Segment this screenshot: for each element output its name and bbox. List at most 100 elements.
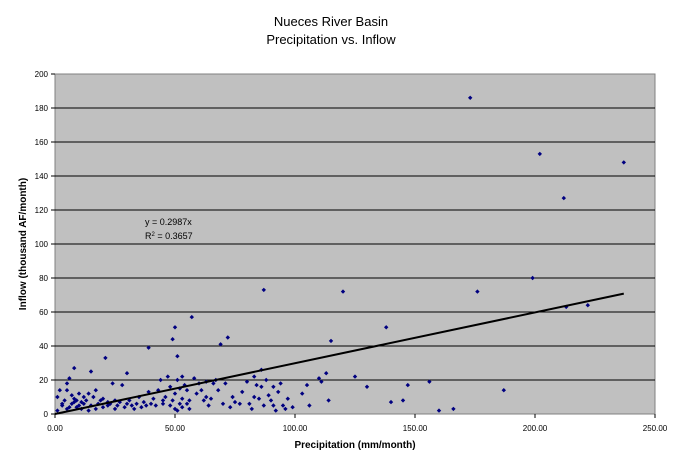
y-axis-label: Inflow (thousand AF/month): [18, 178, 29, 310]
data-point: [244, 379, 250, 384]
y-tick-label: 20: [39, 376, 48, 385]
y-tick-label: 0: [44, 410, 49, 419]
y-tick-label: 80: [39, 274, 48, 283]
data-point: [151, 396, 156, 401]
chart-title-line-2: Precipitation vs. Inflow: [266, 32, 396, 47]
data-point: [168, 384, 173, 389]
data-point: [124, 401, 130, 406]
data-point: [451, 406, 456, 412]
data-point: [324, 371, 329, 376]
data-point: [256, 396, 262, 401]
trendline-r-squared: R2 = 0.3657: [145, 231, 193, 241]
chart-title-line-1: Nueces River Basin: [274, 14, 388, 29]
data-point: [146, 345, 151, 350]
data-point: [300, 391, 305, 396]
data-point: [120, 382, 125, 388]
data-point: [139, 405, 144, 410]
data-point: [88, 369, 94, 374]
data-point: [204, 394, 209, 400]
data-point: [280, 403, 286, 408]
trendline-equation: y = 0.2987x: [145, 217, 192, 227]
data-point: [206, 403, 211, 408]
data-point: [72, 399, 77, 405]
data-point: [475, 289, 480, 294]
data-point: [64, 381, 70, 386]
data-point: [129, 403, 134, 408]
data-point: [175, 377, 180, 383]
data-point: [172, 391, 178, 396]
data-point: [124, 371, 130, 376]
data-point: [158, 377, 163, 383]
x-tick-label: 100.00: [283, 424, 308, 433]
data-point: [278, 381, 283, 386]
data-point: [134, 401, 139, 406]
data-point: [153, 403, 158, 408]
data-point: [225, 335, 230, 340]
data-point: [187, 406, 192, 412]
data-point: [259, 384, 264, 389]
data-point: [62, 398, 67, 403]
data-point: [100, 405, 106, 410]
data-point: [64, 388, 70, 393]
y-tick-label: 40: [39, 342, 48, 351]
data-point: [530, 275, 535, 281]
y-tick-label: 200: [35, 70, 49, 79]
data-point: [168, 403, 173, 408]
data-point: [400, 398, 406, 403]
grid-lines: [55, 107, 655, 381]
data-point: [364, 384, 370, 389]
data-point: [69, 393, 74, 398]
data-point: [585, 303, 590, 308]
data-point: [271, 384, 276, 389]
data-point: [72, 365, 77, 371]
x-tick-label: 0.00: [47, 424, 63, 433]
data-point: [340, 289, 346, 294]
data-point: [170, 337, 175, 342]
data-point: [316, 376, 322, 381]
data-point: [307, 403, 312, 408]
data-point: [141, 399, 146, 405]
data-point: [232, 399, 238, 405]
data-point: [60, 401, 65, 406]
data-point: [180, 396, 185, 401]
x-tick-label: 250.00: [643, 424, 668, 433]
data-point: [115, 403, 120, 408]
data-point: [249, 406, 254, 412]
data-point: [172, 325, 178, 330]
data-point: [252, 374, 257, 379]
data-point: [86, 408, 91, 413]
data-point: [76, 391, 82, 396]
data-point: [276, 389, 281, 395]
data-point: [247, 401, 252, 406]
data-point: [122, 405, 127, 410]
data-point: [218, 342, 223, 347]
data-point: [112, 406, 118, 412]
data-point: [172, 406, 178, 412]
data-point: [220, 401, 226, 406]
data-point: [537, 151, 542, 157]
data-point: [283, 406, 288, 412]
x-tick-label: 50.00: [165, 424, 186, 433]
data-point: [180, 374, 185, 379]
data-point: [163, 394, 168, 400]
data-point: [328, 338, 334, 344]
y-tick-label: 60: [39, 308, 48, 317]
y-axis: 0 20 40 60 80 100 120 140 160 180 200: [35, 70, 55, 419]
data-point: [93, 388, 98, 393]
data-point: [436, 408, 442, 413]
data-point: [427, 379, 432, 384]
data-point: [170, 398, 175, 403]
data-point: [501, 388, 506, 393]
data-point: [285, 396, 290, 401]
data-point: [405, 382, 410, 388]
data-point: [177, 401, 182, 406]
data-point: [194, 391, 199, 396]
data-point: [237, 401, 242, 406]
data-point: [175, 354, 180, 359]
y-tick-label: 180: [35, 104, 49, 113]
data-point: [319, 379, 324, 384]
data-point: [180, 405, 185, 410]
y-tick-label: 100: [35, 240, 49, 249]
data-point: [384, 325, 389, 330]
